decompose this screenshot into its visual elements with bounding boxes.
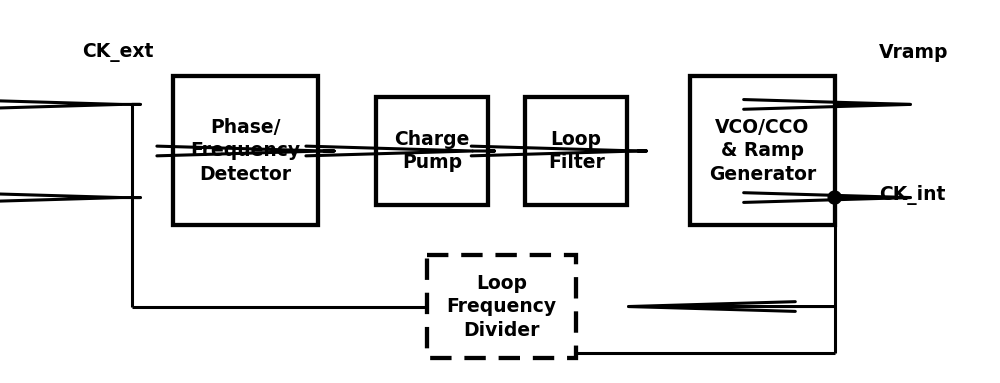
Text: Loop
Frequency
Divider: Loop Frequency Divider: [447, 273, 557, 339]
Text: Loop
Filter: Loop Filter: [548, 130, 605, 172]
Bar: [525, 97, 627, 205]
Bar: [427, 255, 576, 358]
Bar: [690, 77, 835, 226]
Circle shape: [828, 191, 841, 204]
Text: Vramp: Vramp: [879, 43, 948, 62]
Text: Phase/
Frequency
Detector: Phase/ Frequency Detector: [191, 118, 301, 184]
Bar: [173, 77, 318, 226]
Text: CK_int: CK_int: [879, 185, 945, 205]
Text: Charge
Pump: Charge Pump: [394, 130, 470, 172]
Bar: [376, 97, 488, 205]
Text: VCO/CCO
& Ramp
Generator: VCO/CCO & Ramp Generator: [709, 118, 816, 184]
Text: CK_ext: CK_ext: [83, 43, 154, 62]
